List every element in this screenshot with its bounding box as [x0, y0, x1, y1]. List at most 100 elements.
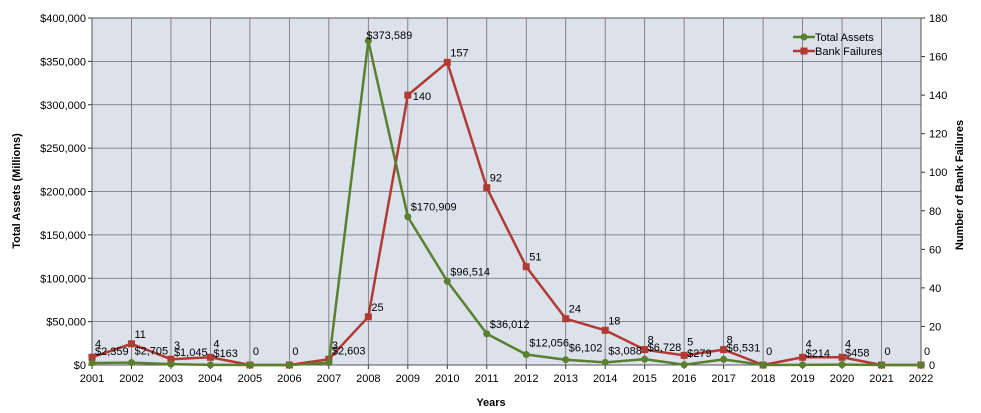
- total-assets-line: [91, 39, 921, 367]
- x-tick-label: 2003: [159, 373, 183, 385]
- bank-failures-point: [562, 315, 570, 323]
- x-tick-label: 2010: [435, 373, 459, 385]
- x-tick-label: 2016: [672, 373, 696, 385]
- total-assets-point: [522, 351, 530, 359]
- right-tick-label: 140: [929, 90, 947, 102]
- bank-failures-data-label: 0: [924, 346, 930, 358]
- bank-failures-data-label: 8: [648, 335, 654, 347]
- bank-failures-data-label: 0: [253, 346, 259, 358]
- total-assets-point: [641, 355, 649, 363]
- x-tick-label: 2008: [356, 373, 380, 385]
- legend-total-assets-marker: [800, 33, 808, 41]
- bank-failures-data-label: 5: [687, 336, 693, 348]
- right-axis-title: Number of Bank Failures: [954, 120, 966, 250]
- bank-failures-data-label: 8: [727, 335, 733, 347]
- total-assets-data-label: $6,531: [727, 342, 761, 354]
- x-axis-title: Years: [476, 397, 505, 409]
- total-assets-data-label: $96,514: [450, 266, 490, 278]
- total-assets-data-label: $214: [806, 348, 830, 360]
- bank-failures-data-label: 3: [332, 340, 338, 352]
- bank-failures-data-label: 4: [845, 338, 851, 350]
- left-tick-label: $350,000: [40, 56, 86, 68]
- legend-total-assets-label: Total Assets: [815, 32, 874, 44]
- bank-failures-point: [206, 353, 214, 361]
- x-tick-label: 2014: [593, 373, 617, 385]
- left-tick-label: $0: [74, 360, 86, 372]
- right-tick-label: 60: [929, 244, 941, 256]
- right-tick-label: 40: [929, 283, 941, 295]
- x-tick-label: 2001: [80, 373, 104, 385]
- x-tick-label: 2021: [869, 373, 893, 385]
- data-labels: $2,359 $2,705 $1,045 $163 $2,603 $373,589 $170…: [95, 30, 930, 360]
- x-tick-label: 2005: [238, 373, 262, 385]
- x-tick-label: 2012: [514, 373, 538, 385]
- total-assets-data-label: $2,359: [95, 346, 129, 358]
- bank-failures-data-label: 4: [95, 338, 101, 350]
- bank-failures-point: [601, 326, 609, 334]
- bank-failures-point: [404, 91, 412, 99]
- x-tick-label: 2011: [475, 373, 499, 385]
- right-tick-label: 80: [929, 206, 941, 218]
- legend-bank-failures-marker: [800, 47, 808, 55]
- x-tick-label: 2013: [553, 373, 577, 385]
- bank-failures-data-label: 92: [490, 173, 502, 185]
- bank-failures-data-label: 140: [413, 91, 431, 103]
- total-assets-point: [404, 213, 412, 221]
- right-tick-label: 100: [929, 167, 947, 179]
- total-assets-point: [601, 358, 609, 366]
- bank-failures-data-label: 0: [292, 346, 298, 358]
- x-tick-label: 2007: [317, 373, 341, 385]
- bank-failures-data-label: 157: [450, 47, 468, 59]
- bank-failures-point: [167, 355, 175, 363]
- x-tick-label: 2009: [396, 373, 420, 385]
- x-tick-label: 2020: [830, 373, 854, 385]
- bank-failures-data-label: 51: [529, 252, 541, 264]
- bank-failures-point: [680, 351, 688, 359]
- left-tick-label: $250,000: [40, 143, 86, 155]
- bank-failures-point: [483, 184, 491, 192]
- total-assets-data-label: $2,603: [332, 346, 366, 358]
- total-assets-point: [799, 361, 807, 369]
- total-assets-point: [167, 360, 175, 368]
- bank-failures-point: [127, 340, 135, 348]
- x-tick-label: 2015: [632, 373, 656, 385]
- total-assets-point: [917, 361, 925, 369]
- total-assets-point: [759, 361, 767, 369]
- bank-failures-point: [799, 353, 807, 361]
- total-assets-data-label: $279: [687, 348, 711, 360]
- total-assets-data-label: $458: [845, 348, 869, 360]
- left-tick-label: $50,000: [46, 317, 86, 329]
- total-assets-data-label: $6,102: [569, 343, 603, 355]
- x-tick-label: 2019: [790, 373, 814, 385]
- bank-failures-point: [720, 346, 728, 354]
- x-tick-label: 2006: [277, 373, 301, 385]
- bank-failures-data-label: 0: [766, 346, 772, 358]
- left-tick-label: $200,000: [40, 187, 86, 199]
- bank-failures-point: [641, 346, 649, 354]
- total-assets-data-label: $36,012: [490, 319, 530, 331]
- bank-failures-data-label: 25: [371, 302, 383, 314]
- x-tick-label: 2002: [119, 373, 143, 385]
- plot-border: [91, 17, 922, 366]
- total-assets-data-label: $1,045: [174, 347, 208, 359]
- total-assets-point: [483, 330, 491, 338]
- bank-failures-data-label: 3: [174, 340, 180, 352]
- bank-failures-data-label: 4: [806, 338, 812, 350]
- x-tick-label: 2004: [198, 373, 222, 385]
- total-assets-point: [720, 355, 728, 363]
- right-tick-label: 180: [929, 13, 947, 25]
- total-assets-point: [88, 359, 96, 367]
- total-assets-data-label: $6,728: [648, 342, 682, 354]
- bank-failures-data-label: 0: [885, 346, 891, 358]
- total-assets-point: [325, 359, 333, 367]
- total-assets-point: [443, 277, 451, 285]
- left-tick-label: $400,000: [40, 13, 86, 25]
- x-tick-label: 2017: [711, 373, 735, 385]
- total-assets-point: [285, 361, 293, 369]
- left-tick-label: $300,000: [40, 100, 86, 112]
- left-tick-label: $150,000: [40, 230, 86, 242]
- legend-bank-failures-label: Bank Failures: [815, 46, 883, 58]
- x-tick-label: 2022: [909, 373, 933, 385]
- legend: Total Assets Bank Failures: [793, 32, 883, 58]
